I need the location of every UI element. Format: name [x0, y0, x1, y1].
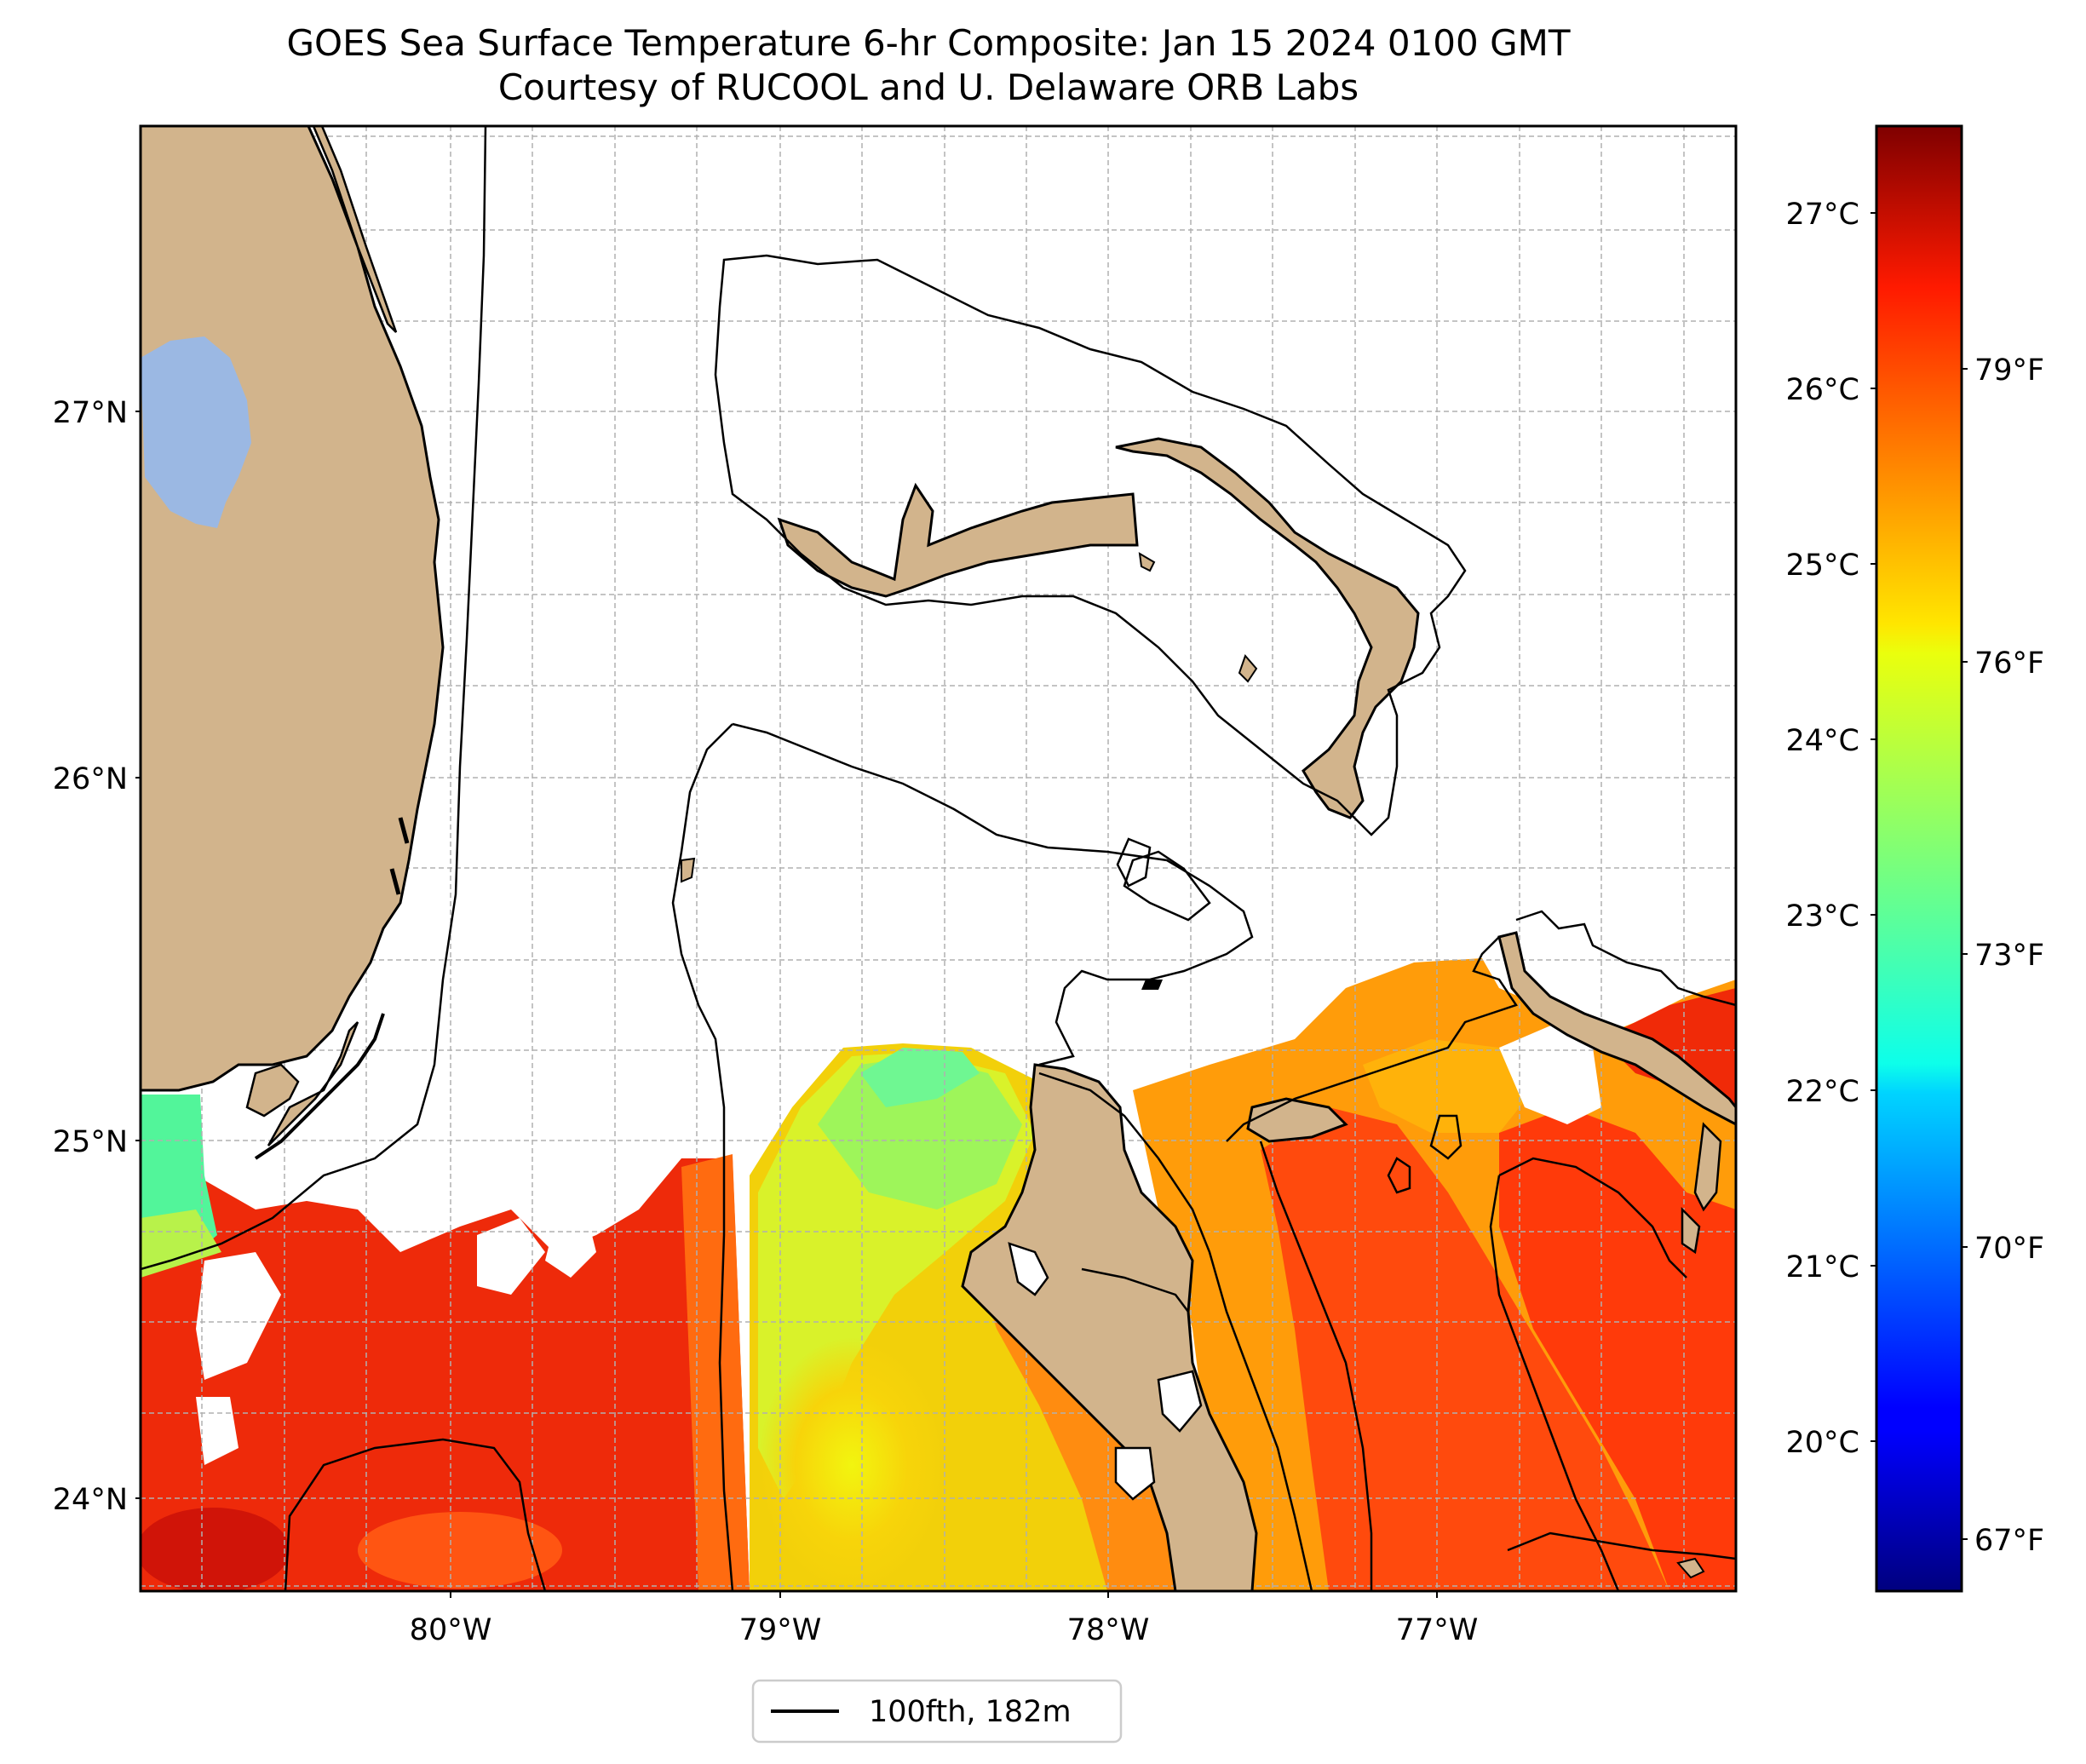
cbar-c-27: 27°C	[1786, 198, 1859, 232]
lon-label-78w: 78°W	[1067, 1613, 1150, 1647]
map-frame	[139, 124, 1738, 1593]
cbar-c-24: 24°C	[1786, 724, 1859, 758]
lake-okeechobee	[141, 336, 251, 528]
lat-label-25: 25°N	[53, 1125, 128, 1159]
map-title-line1: GOES Sea Surface Temperature 6-hr Compos…	[286, 22, 1570, 64]
florida-landmass	[141, 126, 445, 1160]
legend-label: 100fth, 182m	[869, 1695, 1072, 1729]
cbar-f-70: 70°F	[1974, 1232, 2044, 1266]
cbar-f-79: 79°F	[1974, 353, 2044, 388]
map-panel	[141, 126, 1736, 1591]
gridlines	[141, 126, 1736, 1591]
lat-label-24: 24°N	[53, 1483, 128, 1517]
cbar-c-21: 21°C	[1786, 1250, 1859, 1284]
legend: 100fth, 182m	[751, 1679, 1123, 1744]
lat-label-26: 26°N	[53, 762, 128, 796]
cbar-c-25: 25°C	[1786, 549, 1859, 583]
andros-island	[961, 1063, 1258, 1591]
cbar-c-23: 23°C	[1786, 899, 1859, 934]
colorbar: 27°C 26°C 25°C 24°C 23°C 22°C 21°C 20°C …	[1786, 124, 2044, 1593]
colorbar-gradient	[1875, 124, 1963, 1593]
lon-label-79w: 79°W	[739, 1613, 822, 1647]
map-ticks	[135, 411, 1438, 1598]
eleuthera	[1497, 931, 1736, 1126]
lat-label-27: 27°N	[53, 396, 128, 430]
map-title-line2: Courtesy of RUCOOL and U. Delaware ORB L…	[498, 66, 1359, 108]
cbar-f-76: 76°F	[1974, 646, 2044, 681]
legend-box	[751, 1679, 1123, 1744]
isobath-100fth	[141, 126, 1736, 1591]
grand-bahama	[777, 482, 1139, 598]
cbar-c-22: 22°C	[1786, 1075, 1859, 1109]
cbar-f-67: 67°F	[1974, 1524, 2044, 1558]
cbar-c-20: 20°C	[1786, 1426, 1859, 1460]
lon-label-77w: 77°W	[1396, 1613, 1479, 1647]
sst-field	[141, 958, 1736, 1591]
great-abaco	[1115, 437, 1420, 819]
lon-label-80w: 80°W	[410, 1613, 492, 1647]
cbar-c-26: 26°C	[1786, 373, 1859, 407]
cbar-f-73: 73°F	[1974, 939, 2044, 973]
